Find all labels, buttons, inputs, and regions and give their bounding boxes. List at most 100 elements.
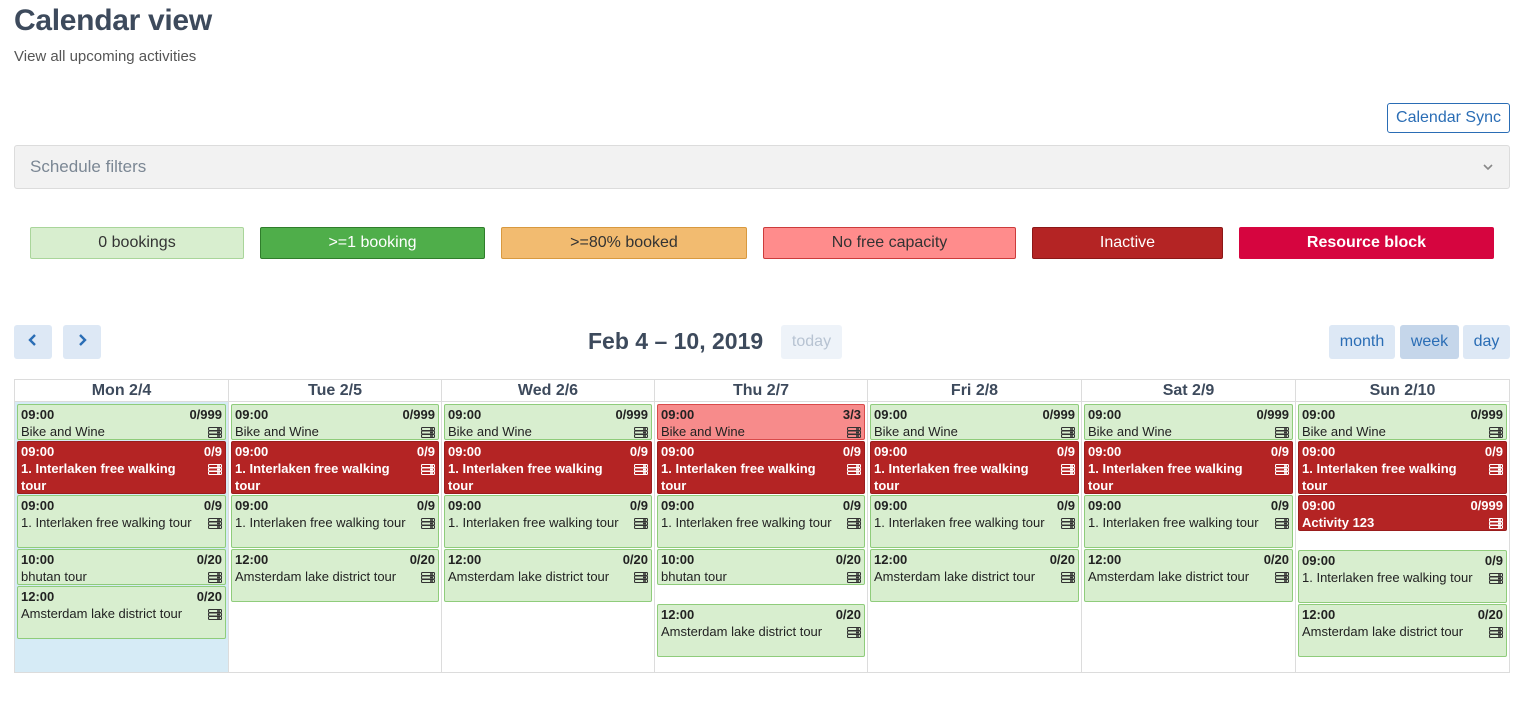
calendar-event[interactable]: 09:00 0/999 Bike and Wine — [1084, 404, 1293, 440]
calendar-event[interactable]: 09:00 3/3 Bike and Wine — [657, 404, 865, 440]
day-body[interactable]: 09:00 0/999 Bike and Wine 09:00 0/9 1. Interl… — [15, 402, 228, 672]
event-time: 09:00 — [1088, 444, 1122, 459]
event-header: 09:00 0/999 — [235, 406, 435, 423]
calendar-event[interactable]: 12:00 0/20 Amsterdam lake district tour — [657, 604, 865, 657]
event-name: 1. Interlaken free walking tour — [21, 461, 176, 493]
calendar-event[interactable]: 09:00 0/9 1. Interlaken free walking tour — [1298, 441, 1507, 494]
event-name: Bike and Wine — [1088, 424, 1172, 439]
view-week-button[interactable]: week — [1400, 325, 1459, 359]
view-month-button[interactable]: month — [1329, 325, 1395, 359]
calendar-event[interactable]: 12:00 0/20 Amsterdam lake district tour — [444, 549, 652, 602]
calendar-event[interactable]: 09:00 0/9 1. Interlaken free walking tour — [870, 441, 1079, 494]
event-time: 09:00 — [1302, 553, 1336, 568]
event-capacity: 0/20 — [622, 552, 648, 567]
event-name: 1. Interlaken free walking tour — [1302, 461, 1457, 493]
event-name: 1. Interlaken free walking tour — [448, 515, 619, 530]
event-capacity: 0/20 — [196, 552, 222, 567]
calendar-event[interactable]: 12:00 0/20 Amsterdam lake district tour — [231, 549, 439, 602]
calendar-event[interactable]: 09:00 0/9 1. Interlaken free walking tour — [1298, 550, 1507, 603]
calendar-event[interactable]: 09:00 0/9 1. Interlaken free walking tour — [657, 495, 865, 548]
calendar-sync-button[interactable]: Calendar Sync — [1387, 103, 1510, 133]
day-column: Sat 2/9 09:00 0/999 Bike and Wine 09:00 0/9 1.… — [1082, 380, 1296, 672]
calendar-event[interactable]: 09:00 0/999 Activity 123 — [1298, 495, 1507, 531]
calendar-event[interactable]: 09:00 0/999 Bike and Wine — [1298, 404, 1507, 440]
event-header: 12:00 0/20 — [1088, 551, 1289, 568]
event-header: 09:00 0/9 — [874, 443, 1075, 460]
next-week-button[interactable] — [63, 325, 101, 359]
calendar-event[interactable]: 09:00 0/9 1. Interlaken free walking tour — [657, 441, 865, 494]
event-time: 09:00 — [21, 407, 55, 422]
event-time: 09:00 — [661, 498, 695, 513]
day-column: Sun 2/10 09:00 0/999 Bike and Wine 09:00 0/9 1… — [1296, 380, 1509, 672]
event-time: 09:00 — [235, 498, 269, 513]
day-body[interactable]: 09:00 0/999 Bike and Wine 09:00 0/9 1. Interl… — [1296, 402, 1509, 672]
event-header: 09:00 0/9 — [21, 443, 222, 460]
event-capacity: 0/20 — [196, 589, 222, 604]
event-time: 09:00 — [874, 407, 908, 422]
event-header: 09:00 0/9 — [661, 443, 861, 460]
calendar-event[interactable]: 09:00 0/9 1. Interlaken free walking tour — [870, 495, 1079, 548]
resource-stack-icon — [420, 516, 436, 530]
week-calendar: Mon 2/4 09:00 0/999 Bike and Wine 09:00 0/9 1.… — [14, 379, 1510, 673]
calendar-event[interactable]: 09:00 0/9 1. Interlaken free walking tour — [231, 441, 439, 494]
event-header: 09:00 0/999 — [1088, 406, 1289, 423]
calendar-event[interactable]: 09:00 0/9 1. Interlaken free walking tour — [1084, 495, 1293, 548]
day-column: Mon 2/4 09:00 0/999 Bike and Wine 09:00 0/9 1.… — [15, 380, 229, 672]
resource-stack-icon — [846, 625, 862, 639]
prev-week-button[interactable] — [14, 325, 52, 359]
resource-stack-icon — [420, 570, 436, 584]
day-body[interactable]: 09:00 0/999 Bike and Wine 09:00 0/9 1. Interl… — [442, 402, 654, 672]
event-capacity: 0/9 — [842, 498, 861, 513]
resource-stack-icon — [633, 425, 649, 439]
resource-stack-icon — [633, 570, 649, 584]
event-time: 09:00 — [1302, 444, 1336, 459]
calendar-event[interactable]: 12:00 0/20 Amsterdam lake district tour — [1298, 604, 1507, 657]
resource-stack-icon — [420, 462, 436, 476]
event-header: 09:00 0/9 — [874, 497, 1075, 514]
calendar-event[interactable]: 09:00 0/9 1. Interlaken free walking tour — [17, 441, 226, 494]
calendar-event[interactable]: 09:00 0/9 1. Interlaken free walking tour — [231, 495, 439, 548]
view-day-button[interactable]: day — [1463, 325, 1510, 359]
day-body[interactable]: 09:00 0/999 Bike and Wine 09:00 0/9 1. Interl… — [1082, 402, 1295, 672]
event-capacity: 0/9 — [1270, 444, 1289, 459]
event-time: 10:00 — [21, 552, 55, 567]
calendar-event[interactable]: 12:00 0/20 Amsterdam lake district tour — [17, 586, 226, 639]
calendar-event[interactable]: 09:00 0/9 1. Interlaken free walking tour — [1084, 441, 1293, 494]
event-name: Amsterdam lake district tour — [661, 624, 823, 639]
day-body[interactable]: 09:00 3/3 Bike and Wine 09:00 0/9 1. Interlak… — [655, 402, 867, 672]
resource-stack-icon — [207, 516, 223, 530]
event-time: 09:00 — [21, 444, 55, 459]
day-body[interactable]: 09:00 0/999 Bike and Wine 09:00 0/9 1. Interl… — [868, 402, 1081, 672]
event-time: 10:00 — [661, 552, 695, 567]
event-header: 12:00 0/20 — [235, 551, 435, 568]
calendar-event[interactable]: 10:00 0/20 bhutan tour — [657, 549, 865, 585]
event-name: 1. Interlaken free walking tour — [21, 515, 192, 530]
calendar-event[interactable]: 09:00 0/9 1. Interlaken free walking tour — [444, 441, 652, 494]
calendar-event[interactable]: 09:00 0/9 1. Interlaken free walking tour — [444, 495, 652, 548]
resource-stack-icon — [846, 516, 862, 530]
calendar-event[interactable]: 09:00 0/999 Bike and Wine — [444, 404, 652, 440]
today-button[interactable]: today — [781, 325, 842, 359]
event-capacity: 0/9 — [629, 498, 648, 513]
calendar-event[interactable]: 12:00 0/20 Amsterdam lake district tour — [870, 549, 1079, 602]
schedule-filters-toggle[interactable]: Schedule filters — [14, 145, 1510, 189]
page-subtitle: View all upcoming activities — [14, 48, 197, 65]
resource-stack-icon — [207, 462, 223, 476]
event-time: 09:00 — [448, 407, 482, 422]
event-time: 09:00 — [874, 444, 908, 459]
day-body[interactable]: 09:00 0/999 Bike and Wine 09:00 0/9 1. Interl… — [229, 402, 441, 672]
calendar-event[interactable]: 09:00 0/999 Bike and Wine — [17, 404, 226, 440]
legend-no-capacity: No free capacity — [763, 227, 1016, 259]
page-title: Calendar view — [14, 4, 212, 37]
event-name: 1. Interlaken free walking tour — [874, 461, 1029, 493]
resource-stack-icon — [420, 425, 436, 439]
event-capacity: 0/9 — [1056, 498, 1075, 513]
calendar-event[interactable]: 10:00 0/20 bhutan tour — [17, 549, 226, 585]
calendar-event[interactable]: 09:00 0/999 Bike and Wine — [231, 404, 439, 440]
calendar-event[interactable]: 12:00 0/20 Amsterdam lake district tour — [1084, 549, 1293, 602]
calendar-event[interactable]: 09:00 0/999 Bike and Wine — [870, 404, 1079, 440]
event-time: 09:00 — [1088, 498, 1122, 513]
event-name: Bike and Wine — [661, 424, 745, 439]
calendar-event[interactable]: 09:00 0/9 1. Interlaken free walking tour — [17, 495, 226, 548]
day-header: Mon 2/4 — [15, 380, 228, 402]
